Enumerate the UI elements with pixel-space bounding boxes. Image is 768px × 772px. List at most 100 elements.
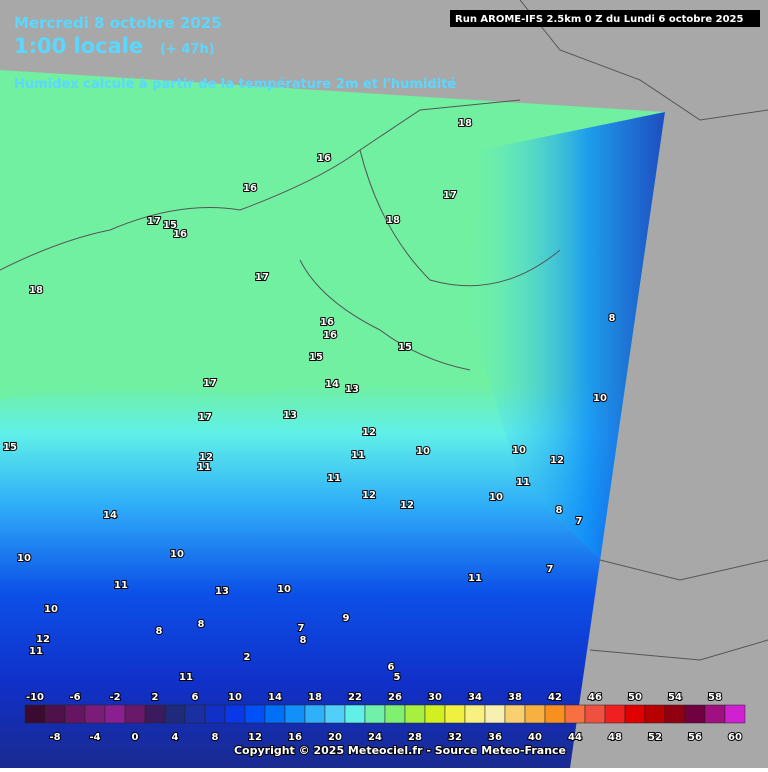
contour-label: 10 [17,553,31,564]
scale-swatch [344,704,366,724]
contour-label: 10 [277,584,291,595]
scale-label: 50 [628,692,642,703]
scale-swatch [604,704,626,724]
scale-swatch [324,704,346,724]
scale-swatch [84,704,106,724]
scale-label: 20 [328,732,342,743]
contour-label: 14 [325,379,339,390]
contour-label: 15 [3,442,17,453]
scale-label: 16 [288,732,302,743]
scale-label: 42 [548,692,562,703]
scale-swatch [484,704,506,724]
contour-label: 18 [29,285,43,296]
contour-label: 12 [36,634,50,645]
contour-label: 16 [320,317,334,328]
scale-label: 60 [728,732,742,743]
scale-swatch [264,704,286,724]
contour-label: 13 [283,410,297,421]
contour-label: 17 [198,412,212,423]
contour-label: 2 [244,652,251,663]
contour-label: 6 [388,662,395,673]
scale-label: 40 [528,732,542,743]
scale-swatch [584,704,606,724]
contour-label: 10 [512,445,526,456]
contour-label: 11 [327,473,341,484]
scale-label: -6 [69,692,80,703]
scale-label: 32 [448,732,462,743]
scale-label: 6 [192,692,199,703]
contour-label: 11 [351,450,365,461]
contour-label: 12 [362,427,376,438]
scale-swatch [704,704,726,724]
contour-label: 17 [147,216,161,227]
scale-label: 38 [508,692,522,703]
contour-label: 7 [576,516,583,527]
contour-label: 10 [489,492,503,503]
scale-swatch [284,704,306,724]
contour-label: 17 [203,378,217,389]
scale-label: -4 [89,732,100,743]
contour-label: 12 [362,490,376,501]
scale-swatch [544,704,566,724]
scale-label: 24 [368,732,382,743]
copyright: Copyright © 2025 Meteociel.fr - Source M… [234,744,566,757]
scale-swatch [184,704,206,724]
contour-label: 10 [416,446,430,457]
contour-label: 8 [156,626,163,637]
contour-label: 11 [179,672,193,683]
scale-swatch [644,704,666,724]
scale-label: -10 [26,692,44,703]
scale-swatch [44,704,66,724]
contour-label: 8 [198,619,205,630]
run-box [450,10,760,27]
green-zone [0,320,480,400]
scale-swatch [224,704,246,724]
contour-label: 10 [593,393,607,404]
borders [0,0,768,661]
scale-label: 46 [588,692,602,703]
contour-label: 15 [309,352,323,363]
scale-label: -8 [49,732,60,743]
scale-swatch [384,704,406,724]
contour-label: 13 [215,586,229,597]
contour-label: 10 [44,604,58,615]
scale-swatch [204,704,226,724]
contour-label: 9 [343,613,350,624]
contour-label: 16 [173,229,187,240]
eastern-area [470,112,665,560]
scale-swatch [724,704,746,724]
scale-swatch [684,704,706,724]
contour-label: 17 [255,272,269,283]
scale-label: 0 [132,732,139,743]
scale-swatch [144,704,166,724]
contour-label: 16 [243,183,257,194]
lead: (+ 47h) [160,42,215,57]
title: Humidex calculé à partir de la températu… [14,77,456,92]
scale-label: 12 [248,732,262,743]
contour-label: 17 [443,190,457,201]
scale-label: 56 [688,732,702,743]
contour-label: 12 [400,500,414,511]
contour-label: 11 [29,646,43,657]
scale-swatch [464,704,486,724]
scale-label: 18 [308,692,322,703]
time: 1:00 locale [14,34,143,58]
contour-label: 11 [468,573,482,584]
scale-label: 2 [152,692,159,703]
contour-label: 7 [547,564,554,575]
contour-label: 8 [300,635,307,646]
contour-label: 18 [458,118,472,129]
contour-label: 8 [609,313,616,324]
scale-swatch [164,704,186,724]
scale-label: 58 [708,692,722,703]
contour-label: 12 [550,455,564,466]
scale-swatch [424,704,446,724]
scale-label: 36 [488,732,502,743]
scale-label: 54 [668,692,682,703]
scale-swatch [24,704,46,724]
scale-swatch [64,704,86,724]
scale-swatch [124,704,146,724]
